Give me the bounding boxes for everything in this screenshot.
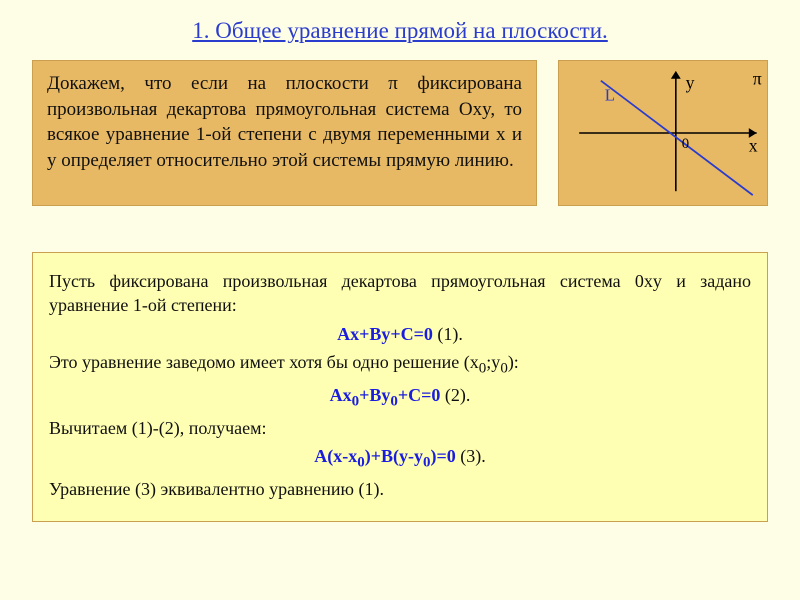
proof-p2: Это уравнение заведомо имеет хотя бы одн… bbox=[49, 350, 751, 379]
eq2-num: (2). bbox=[440, 385, 470, 405]
proof-p1: Пусть фиксирована произвольная декартова… bbox=[49, 269, 751, 318]
intro-panel: Докажем, что если на плоскости π фиксиро… bbox=[32, 60, 537, 206]
x-label: x bbox=[749, 136, 758, 156]
origin-label: 0 bbox=[682, 136, 689, 152]
pi-label: π bbox=[753, 69, 762, 89]
eq2-body: Ax0+By0+C=0 bbox=[330, 385, 441, 405]
page-title: 1. Общее уравнение прямой на плоскости. bbox=[0, 18, 800, 44]
proof-p4: Уравнение (3) эквивалентно уравнению (1)… bbox=[49, 477, 751, 501]
axes-svg: π y x 0 L bbox=[559, 61, 767, 205]
axes-diagram: π y x 0 L bbox=[558, 60, 768, 206]
equation-1: Ax+By+C=0 (1). bbox=[49, 322, 751, 346]
eq1-num: (1). bbox=[433, 324, 463, 344]
intro-text: Докажем, что если на плоскости π фиксиро… bbox=[47, 73, 522, 171]
L-label: L bbox=[605, 85, 615, 104]
line-L bbox=[601, 81, 753, 195]
y-axis-arrow-icon bbox=[671, 71, 681, 79]
eq3-body: A(x-x0)+B(y-y0)=0 bbox=[314, 446, 456, 466]
equation-3: A(x-x0)+B(y-y0)=0 (3). bbox=[49, 444, 751, 473]
eq1-body: Ax+By+C=0 bbox=[337, 324, 433, 344]
proof-p3: Вычитаем (1)-(2), получаем: bbox=[49, 416, 751, 440]
slide: 1. Общее уравнение прямой на плоскости. … bbox=[0, 0, 800, 600]
equation-2: Ax0+By0+C=0 (2). bbox=[49, 383, 751, 412]
eq3-num: (3). bbox=[456, 446, 486, 466]
proof-panel: Пусть фиксирована произвольная декартова… bbox=[32, 252, 768, 522]
y-label: y bbox=[686, 73, 695, 93]
